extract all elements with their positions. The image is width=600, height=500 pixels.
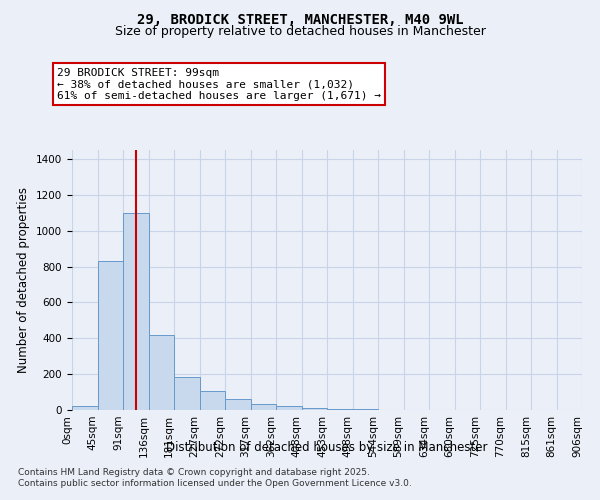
Bar <box>199 390 225 410</box>
Bar <box>302 408 327 410</box>
Bar <box>174 377 199 410</box>
Text: Size of property relative to detached houses in Manchester: Size of property relative to detached ho… <box>115 25 485 38</box>
Bar <box>123 213 149 410</box>
Y-axis label: Number of detached properties: Number of detached properties <box>17 187 31 373</box>
Bar <box>251 404 276 410</box>
Bar <box>225 399 251 410</box>
Bar <box>327 409 353 410</box>
Bar <box>276 406 302 410</box>
Bar <box>72 406 97 410</box>
Text: 29, BRODICK STREET, MANCHESTER, M40 9WL: 29, BRODICK STREET, MANCHESTER, M40 9WL <box>137 12 463 26</box>
Text: Contains HM Land Registry data © Crown copyright and database right 2025.
Contai: Contains HM Land Registry data © Crown c… <box>18 468 412 487</box>
Text: 29 BRODICK STREET: 99sqm
← 38% of detached houses are smaller (1,032)
61% of sem: 29 BRODICK STREET: 99sqm ← 38% of detach… <box>57 68 381 100</box>
Text: Distribution of detached houses by size in Manchester: Distribution of detached houses by size … <box>166 441 488 454</box>
Bar <box>97 261 123 410</box>
Bar <box>149 334 174 410</box>
